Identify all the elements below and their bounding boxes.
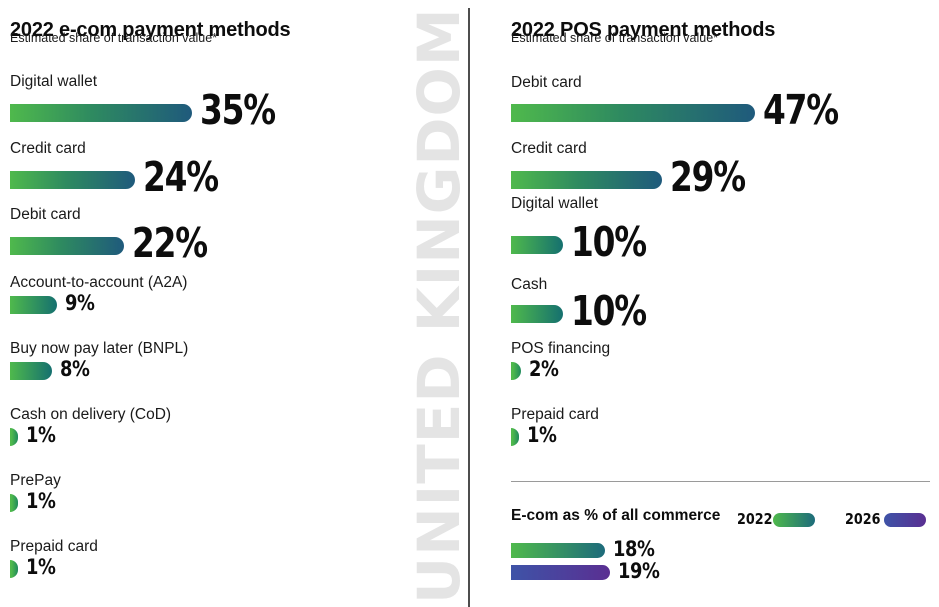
bar-label: POS financing [511, 340, 611, 357]
bar-label: PrePay [10, 472, 61, 489]
bar-value: 10% [571, 218, 647, 266]
bar-row: Credit card 24% [10, 141, 410, 198]
bar-label: Buy now pay later (BNPL) [10, 340, 189, 357]
ecom-share-title: E-com as % of all commerce [511, 507, 721, 524]
bar [10, 493, 18, 512]
pos-payment-chart: 2022 POS payment methods Estimated share… [511, 0, 939, 475]
bar-row: Digital wallet 35% [10, 74, 410, 131]
bar-value: 35% [200, 86, 276, 134]
bar-row: PrePay 1% [10, 473, 410, 512]
bar [10, 361, 52, 380]
bar-value: 2% [529, 357, 559, 381]
bar-row: Prepaid card 1% [511, 407, 939, 446]
bar-label: Digital wallet [10, 73, 98, 90]
bar-label: Debit card [511, 74, 582, 91]
bar [511, 427, 519, 446]
bar-value: 8% [59, 357, 90, 381]
bar-row: Credit card 29% [511, 141, 939, 198]
bar [10, 236, 125, 255]
pos-chart-title: 2022 POS payment methods [511, 19, 776, 42]
legend-2026-swatch [884, 513, 926, 527]
bar-value: 9% [64, 291, 95, 315]
share-bar-value: 18% [612, 537, 655, 561]
bar-row: Debit card 22% [10, 207, 410, 264]
bar-row: Cash 10% [511, 277, 939, 332]
bar-value: 29% [669, 153, 746, 201]
bar [10, 427, 18, 446]
bar-label: Debit card [10, 206, 81, 223]
bar-label: Digital wallet [511, 195, 599, 212]
ecom-chart-title: 2022 e-com payment methods [10, 19, 291, 42]
ecom-share-bar-row: 19% [511, 559, 667, 583]
bar-row: Cash on delivery (CoD) 1% [10, 407, 410, 446]
ecom-share-bar-row: 18% [511, 537, 661, 561]
bar-value: 24% [142, 153, 219, 201]
bar-row: Prepaid card 1% [10, 539, 410, 578]
bar-value: 1% [26, 489, 56, 513]
section-separator-rule [511, 481, 930, 482]
ecom-chart-subtitle: Estimated share of transaction value* [10, 31, 218, 45]
bar-value: 47% [763, 86, 839, 134]
bar [10, 295, 57, 314]
bar-value: 1% [26, 423, 56, 447]
bar-row: Account-to-account (A2A) 9% [10, 275, 410, 314]
legend-2022-swatch [773, 513, 815, 527]
bar-label: Cash [511, 276, 548, 293]
share-bar-2022 [511, 543, 605, 558]
bar-value: 10% [571, 287, 647, 335]
bar-label: Cash on delivery (CoD) [10, 406, 172, 423]
bar-row: Digital wallet 10% [511, 196, 939, 263]
bar-row: Buy now pay later (BNPL) 8% [10, 341, 410, 380]
bar [10, 170, 135, 189]
vertical-divider-line [468, 8, 470, 607]
bar [511, 170, 662, 189]
country-watermark-label: UNITED KINGDOM [405, 7, 473, 604]
bar-label: Credit card [10, 140, 86, 157]
bar [10, 559, 18, 578]
bar [511, 361, 522, 380]
share-bar-2026 [511, 565, 610, 580]
bar-value: 22% [132, 219, 208, 267]
bar-label: Account-to-account (A2A) [10, 274, 188, 291]
bar [10, 103, 192, 122]
bar-value: 1% [527, 423, 557, 447]
legend-2022-label: 2022 [737, 510, 773, 528]
bar [511, 103, 756, 122]
bar-row: POS financing 2% [511, 341, 939, 380]
bar-label: Credit card [511, 140, 587, 157]
pos-chart-subtitle: Estimated share of transaction value* [511, 31, 719, 45]
legend-2026-label: 2026 [845, 510, 881, 528]
bar-value: 1% [26, 555, 56, 579]
share-bar-value: 19% [617, 559, 660, 583]
bar [511, 235, 563, 254]
bar-label: Prepaid card [10, 538, 98, 555]
bar [511, 304, 563, 323]
bar-label: Prepaid card [511, 406, 599, 423]
bar-row: Debit card 47% [511, 75, 939, 131]
ecom-payment-chart: 2022 e-com payment methods Estimated sha… [10, 0, 410, 607]
